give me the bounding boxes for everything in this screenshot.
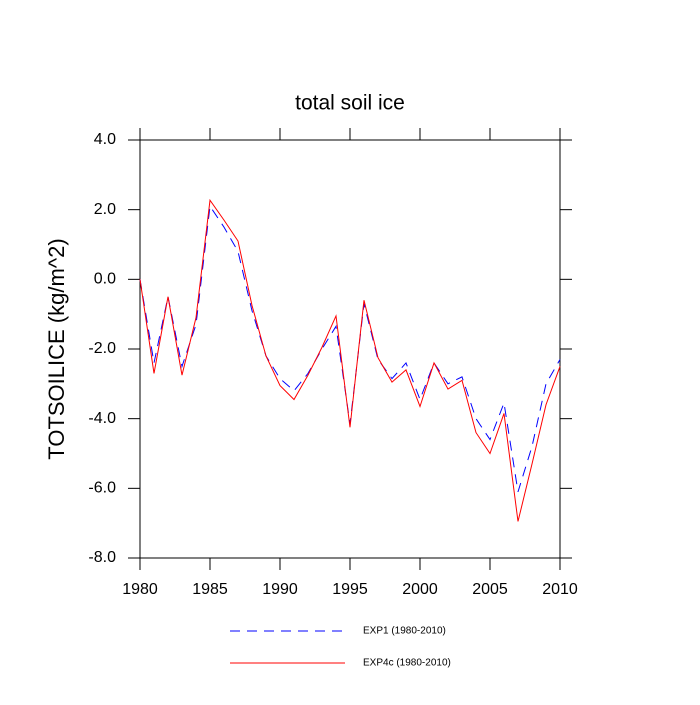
x-tick-label: 1985 [192,581,228,598]
x-tick-label: 2000 [402,581,438,598]
y-tick-label: -8.0 [88,549,116,566]
data-line [139,198,561,522]
y-tick-label: -6.0 [88,480,116,497]
chart-title: total soil ice [295,92,405,115]
y-tick-label: 2.0 [94,201,116,218]
y-tick-label: -2.0 [88,340,116,357]
x-tick-label: 2005 [472,581,508,598]
legend-label: EXP1 (1980-2010) [363,626,446,637]
x-tick-label: 1995 [332,581,368,598]
x-tick-label: 1990 [262,581,298,598]
x-tick-label: 1980 [122,581,158,598]
y-tick-label: -4.0 [88,410,116,427]
x-tick-label: 2010 [542,581,578,598]
y-tick-label: 4.0 [94,131,116,148]
y-tick-label: 0.0 [94,271,116,288]
y-axis-label: TOTSOILICE (kg/m^2) [44,238,69,459]
legend-label: EXP4c (1980-2010) [363,658,451,669]
